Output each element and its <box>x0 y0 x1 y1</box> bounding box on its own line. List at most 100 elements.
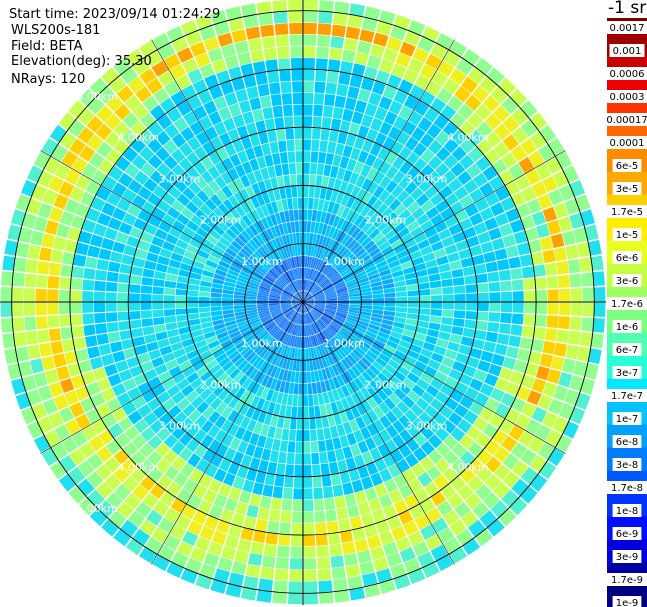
gate-cell <box>328 532 341 545</box>
gate-cell <box>105 281 118 292</box>
gate-cell <box>4 348 18 365</box>
gate-cell <box>67 362 82 377</box>
gate-cell <box>349 516 363 530</box>
gate-cell <box>261 400 271 413</box>
gate-cell <box>449 333 462 344</box>
gate-cell <box>417 117 433 132</box>
gate-cell <box>366 195 378 208</box>
gate-cell <box>292 281 299 292</box>
gate-cell <box>148 376 162 389</box>
gate-cell <box>303 34 317 46</box>
gate-cell <box>142 95 159 112</box>
gate-cell <box>581 272 594 287</box>
gate-cell <box>462 226 477 239</box>
gate-cell <box>296 162 303 174</box>
gate-cell <box>75 413 91 430</box>
gate-cell <box>372 508 386 523</box>
range-ring-label: 3.00km <box>159 172 201 185</box>
gate-cell <box>320 262 328 273</box>
gate-cell <box>246 380 257 393</box>
gate-cell <box>214 429 227 443</box>
gate-cell <box>132 257 146 268</box>
gate-cell <box>488 281 501 292</box>
gate-cell <box>275 237 282 249</box>
gate-cell <box>373 216 385 228</box>
gate-cell <box>406 284 419 291</box>
gate-cell <box>325 266 334 276</box>
gate-cell <box>240 3 257 17</box>
gate-cell <box>313 198 319 210</box>
gate-cell <box>315 522 327 535</box>
azimuth-spoke <box>40 301 304 454</box>
gate-cell <box>299 291 303 302</box>
gate-cell <box>329 324 339 333</box>
gate-cell <box>354 377 365 390</box>
gate-cell <box>393 388 407 401</box>
gate-cell <box>535 366 550 381</box>
gate-cell <box>36 316 48 330</box>
gate-cell <box>279 344 287 356</box>
gate-cell <box>439 405 454 419</box>
gate-cell <box>324 309 336 315</box>
gate-cell <box>505 408 521 424</box>
gate-cell <box>476 283 489 293</box>
gate-cell <box>192 360 206 372</box>
gate-cell <box>337 305 349 310</box>
gate-cell <box>441 317 453 326</box>
gate-cell <box>292 298 303 302</box>
gate-cell <box>377 147 390 161</box>
gate-cell <box>233 191 245 205</box>
gate-cell <box>545 429 562 447</box>
gate-cell <box>207 254 220 264</box>
gate-cell <box>584 224 599 241</box>
gate-cell <box>505 245 519 258</box>
gate-cell <box>269 450 279 463</box>
gate-cell <box>345 457 357 471</box>
gate-cell <box>173 472 189 487</box>
gate-cell <box>157 255 170 266</box>
gate-cell <box>157 517 175 534</box>
gate-cell <box>265 202 274 215</box>
gate-cell <box>567 330 581 345</box>
gate-cell <box>365 368 377 380</box>
gate-cell <box>152 286 164 295</box>
gate-cell <box>265 242 274 253</box>
gate-cell <box>179 232 192 244</box>
gate-cell <box>122 475 139 492</box>
gate-cell <box>247 336 258 346</box>
gate-cell <box>458 248 472 260</box>
gate-cell <box>284 334 291 345</box>
gate-cell <box>241 362 252 374</box>
gate-cell <box>372 232 384 244</box>
gate-cell <box>565 344 579 360</box>
gate-cell <box>157 70 175 87</box>
gate-cell <box>335 191 345 204</box>
gate-cell <box>246 172 257 185</box>
gate-cell <box>255 385 265 398</box>
gate-cell <box>398 443 412 458</box>
gate-cell <box>129 365 144 378</box>
azimuth-spoke <box>302 39 455 303</box>
gate-cell <box>166 266 180 275</box>
gate-cell <box>366 423 379 437</box>
gate-cell <box>245 302 257 305</box>
gate-cell <box>386 340 399 350</box>
gate-cell <box>520 119 538 137</box>
gate-cell <box>361 371 373 383</box>
gate-cell <box>102 413 117 429</box>
gate-cell <box>165 170 180 185</box>
gate-cell <box>409 344 422 354</box>
gate-cell <box>148 349 162 360</box>
gate-cell <box>441 236 455 248</box>
gate-cell <box>448 178 463 192</box>
gate-cell <box>346 432 357 446</box>
gate-cell <box>384 478 398 493</box>
gate-cell <box>385 180 398 194</box>
gate-cell <box>558 402 575 420</box>
gate-cell <box>295 441 303 453</box>
colorbar-tick-label: 6e-8 <box>616 437 639 448</box>
gate-cell <box>378 96 393 111</box>
gate-cell <box>366 396 378 409</box>
gate-cell <box>53 394 69 411</box>
gate-cell <box>435 32 454 50</box>
